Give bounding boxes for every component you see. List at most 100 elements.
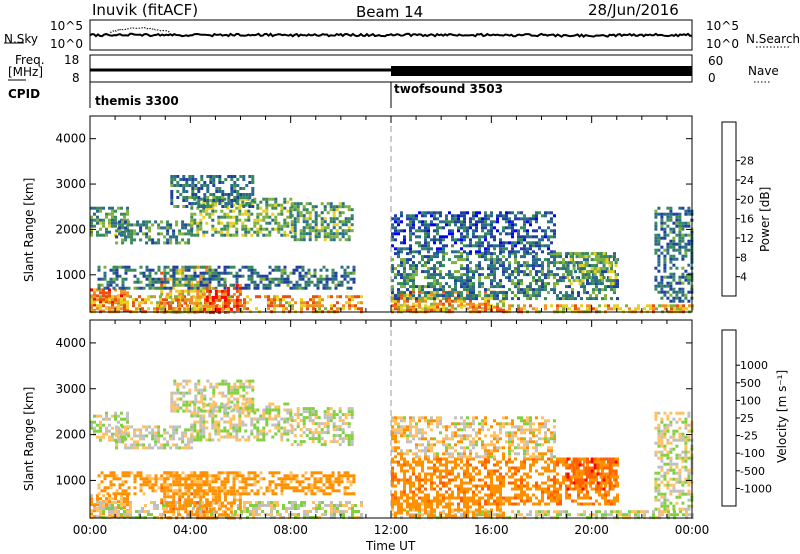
power-cell [532,276,535,280]
velocity-cell [276,513,279,516]
power-cell [190,289,194,293]
power-cell [572,261,576,265]
power-cell [451,276,454,280]
power-cell [406,293,409,297]
power-cell [397,273,400,277]
power-cell [581,279,585,283]
velocity-cell [138,513,141,516]
power-cell [182,205,186,208]
power-cell [550,270,553,274]
power-cell [502,297,505,301]
velocity-cell [211,495,215,499]
power-cell [172,268,176,272]
velocity-cell [99,414,102,418]
power-cell [319,280,323,284]
power-cell [397,250,400,254]
velocity-cell [285,507,288,510]
velocity-cell [250,423,254,427]
power-cell [646,304,649,308]
power-cell [433,223,436,227]
velocity-cell [232,423,236,427]
velocity-cell [302,422,306,426]
power-cell [145,226,149,230]
power-cell [236,193,240,196]
power-cell [508,307,511,311]
velocity-cell [290,416,294,420]
power-cell [307,283,311,287]
velocity-cell [235,432,239,436]
power-cell [602,258,606,262]
power-cell [436,302,439,306]
power-cell [472,273,475,277]
power-cell [273,295,276,299]
power-cell [191,190,195,193]
velocity-cell [96,423,99,427]
velocity-cell [148,480,152,484]
power-cell [514,276,517,280]
power-cell [208,292,212,296]
power-cell [267,298,270,302]
velocity-cell [160,501,164,505]
power-cell [442,238,445,242]
power-cell [182,196,186,199]
velocity-cell [105,414,108,418]
velocity-cell [184,507,188,511]
power-cell [669,287,673,291]
power-cell [466,276,469,280]
velocity-cell [326,428,330,432]
velocity-cell [285,510,288,513]
power-cell [230,193,234,196]
velocity-cell [226,429,230,433]
velocity-cell [96,507,99,510]
power-cell [352,280,356,284]
power-cell [99,221,102,225]
power-cell [124,268,128,272]
power-cell [553,250,556,254]
velocity-cell [311,419,315,423]
velocity-cell [196,477,200,481]
power-cell [406,276,409,280]
velocity-cell [121,437,125,441]
power-cell [469,217,472,221]
power-cell [608,279,612,283]
power-cell [430,267,433,271]
power-cell [206,175,210,178]
power-cell [141,301,144,305]
power-cell [580,267,583,271]
velocity-cell [291,504,294,507]
velocity-cell [176,382,180,386]
velocity-cell [175,431,179,435]
power-cell [348,301,351,305]
velocity-cell [332,437,336,441]
power-cell [424,299,427,303]
velocity-cell [199,429,203,433]
power-cell [121,280,125,284]
power-cell [496,217,499,221]
velocity-cell [178,425,182,429]
velocity-cell [139,431,143,435]
power-cell [430,223,433,227]
power-cell [329,202,333,206]
velocity-cell [233,391,237,395]
power-cell [502,214,505,218]
power-cell [481,282,484,286]
power-cell [496,229,499,233]
power-cell [283,221,287,225]
power-cell [199,197,203,201]
power-cell [214,274,218,278]
power-cell [172,271,176,275]
power-cell [209,199,213,202]
power-cell [439,247,442,251]
velocity-cell [185,382,189,386]
power-cell [565,255,568,259]
velocity-cell [117,513,120,516]
power-cell [296,220,300,224]
power-cell [187,241,191,245]
velocity-cell [214,510,218,514]
velocity-cell [108,435,111,439]
power-cell [571,304,574,308]
power-cell [126,309,129,313]
velocity-cell [90,426,93,430]
power-cell [277,227,281,231]
power-cell [484,211,487,215]
